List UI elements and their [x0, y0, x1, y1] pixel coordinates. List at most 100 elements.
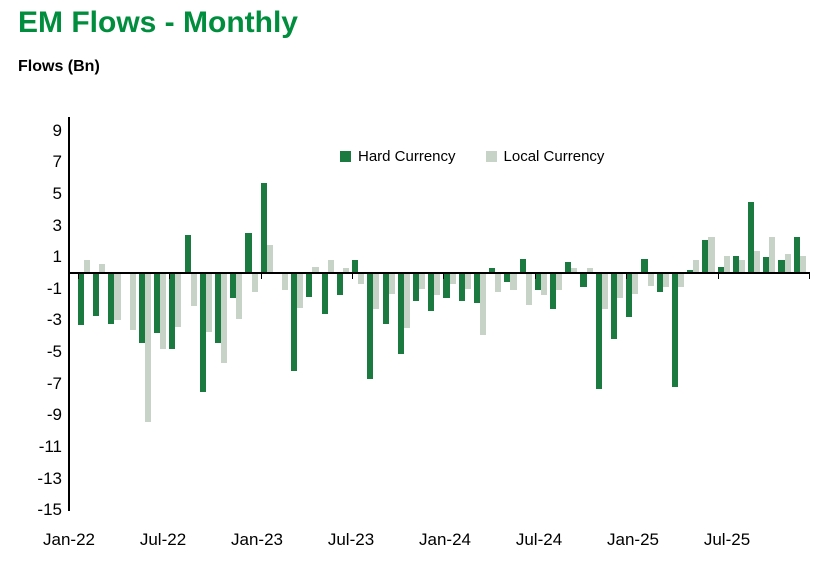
hard-currency-bar-May-25 — [687, 269, 694, 273]
hard-currency-bar-Nov-22 — [230, 273, 237, 299]
local-currency-bar-Nov-24 — [601, 273, 608, 310]
hard-currency-bar-May-23 — [321, 273, 328, 315]
local-currency-bar-Oct-23 — [403, 273, 410, 329]
local-currency-bar-Jul-25 — [723, 255, 730, 273]
hard-currency-bar-Nov-23 — [412, 273, 420, 302]
hard-currency-bar-Sep-22 — [199, 273, 206, 392]
hard-currency-bar-Feb-25 — [641, 258, 648, 273]
local-currency-bar-Mar-24 — [479, 273, 487, 335]
hard-currency-bar-Mar-24 — [473, 273, 480, 304]
hard-currency-bar-Jul-24 — [534, 273, 541, 291]
local-currency-bar-Apr-25 — [677, 273, 685, 288]
hard-currency-bar-Oct-22 — [214, 273, 222, 343]
x-axis-tick — [626, 274, 628, 279]
local-currency-bar-Jul-23 — [358, 273, 365, 285]
x-axis-tick — [260, 274, 262, 279]
hard-currency-bar-Jul-22 — [169, 273, 176, 349]
chart-legend: Hard Currency Local Currency — [340, 148, 604, 165]
x-axis-tick — [808, 274, 810, 279]
local-currency-bar-Mar-25 — [662, 273, 669, 288]
x-tick-label: Jul-24 — [515, 530, 563, 549]
y-tick-label: 5 — [52, 183, 62, 203]
x-axis-tick — [717, 274, 719, 279]
hard-currency-bar-Mar-22 — [108, 273, 115, 324]
local-currency-bar-Jul-24 — [540, 273, 547, 296]
x-axis-tick — [169, 274, 171, 279]
x-axis-tick — [443, 274, 445, 279]
y-tick-label: -5 — [46, 342, 62, 362]
local-currency-bar-Nov-22 — [236, 273, 243, 319]
local-currency-bar-Aug-25 — [738, 260, 745, 273]
x-tick-label: Jul-22 — [139, 530, 187, 549]
hard-currency-bar-Jan-22 — [77, 273, 84, 326]
hard-currency-bar-Dec-24 — [610, 273, 618, 340]
local-currency-bar-Mar-23 — [297, 273, 304, 308]
hard-currency-bar-Aug-25 — [732, 255, 739, 273]
local-currency-bar-May-22 — [144, 273, 151, 422]
local-currency-bar-Dec-24 — [617, 273, 624, 299]
local-currency-bar-Jun-24 — [525, 273, 532, 305]
hard-currency-bar-Feb-22 — [93, 273, 100, 316]
hard-currency-bar-Apr-25 — [671, 273, 678, 387]
hard-currency-bar-Jun-24 — [519, 258, 526, 273]
local-currency-bar-Sep-22 — [205, 273, 212, 332]
y-tick-label: -1 — [46, 278, 62, 298]
local-currency-bar-May-23 — [327, 260, 334, 273]
hard-currency-bar-Dec-25 — [793, 236, 800, 273]
local-currency-bar-Jun-23 — [342, 268, 349, 273]
local-currency-bar-Nov-23 — [419, 273, 426, 289]
x-tick-label: Jan-22 — [43, 530, 95, 549]
legend-label-local-currency: Local Currency — [503, 148, 605, 165]
local-currency-bar-Oct-22 — [221, 273, 228, 364]
y-axis-line — [68, 117, 70, 511]
hard-currency-bar-Jun-23 — [336, 273, 343, 296]
hard-currency-bar-Sep-24 — [565, 261, 572, 273]
local-currency-bar-Dec-23 — [434, 273, 441, 296]
local-currency-bar-Feb-23 — [281, 273, 289, 291]
hard-currency-bar-Feb-24 — [458, 273, 465, 302]
hard-currency-bar-Oct-25 — [763, 257, 770, 273]
local-currency-bar-Jan-25 — [632, 273, 639, 294]
x-axis-tick — [352, 274, 354, 279]
local-currency-bar-Jan-24 — [449, 273, 456, 285]
local-currency-bar-Oct-25 — [769, 236, 776, 273]
y-tick-label: -3 — [46, 310, 62, 330]
y-tick-label: -13 — [37, 468, 62, 488]
hard-currency-bar-Apr-24 — [489, 268, 496, 273]
local-currency-bar-Jan-22 — [84, 260, 91, 273]
hard-currency-bar-Jan-25 — [626, 273, 633, 318]
y-tick-label: 3 — [52, 215, 62, 235]
legend-label-hard-currency: Hard Currency — [358, 148, 456, 165]
local-currency-swatch-icon — [485, 151, 497, 162]
y-tick-label: -9 — [46, 405, 62, 425]
x-tick-label: Jul-23 — [327, 530, 375, 549]
local-currency-bar-Mar-22 — [114, 273, 121, 321]
hard-currency-bar-Jan-23 — [260, 182, 267, 273]
local-currency-bar-Aug-22 — [190, 273, 197, 307]
hard-currency-bar-Nov-25 — [778, 260, 785, 273]
hard-currency-bar-Nov-24 — [595, 273, 602, 389]
hard-currency-bar-Aug-24 — [550, 273, 557, 310]
hard-currency-bar-Jun-25 — [702, 239, 709, 273]
hard-currency-bar-Dec-23 — [428, 273, 435, 311]
hard-currency-bar-Mar-25 — [656, 273, 663, 292]
local-currency-bar-Jun-25 — [708, 236, 715, 273]
local-currency-bar-Dec-25 — [799, 255, 806, 273]
y-tick-label: 9 — [52, 120, 62, 140]
hard-currency-swatch-icon — [340, 151, 351, 162]
local-currency-bar-Apr-23 — [312, 266, 319, 273]
legend-item-hard-currency: Hard Currency — [340, 148, 456, 165]
x-axis-tick — [534, 274, 536, 279]
hard-currency-bar-Oct-23 — [397, 273, 404, 354]
local-currency-bar-Nov-25 — [784, 254, 791, 273]
x-axis-line — [68, 272, 810, 274]
x-axis-tick — [77, 274, 79, 279]
hard-currency-bar-Mar-23 — [291, 273, 298, 372]
x-tick-label: Jul-25 — [703, 530, 751, 549]
local-currency-bar-Apr-24 — [495, 273, 502, 292]
hard-currency-bar-Oct-24 — [580, 273, 587, 288]
x-tick-label: Jan-23 — [231, 530, 283, 549]
x-tick-label: Jan-25 — [607, 530, 659, 549]
local-currency-bar-Sep-25 — [754, 250, 761, 273]
